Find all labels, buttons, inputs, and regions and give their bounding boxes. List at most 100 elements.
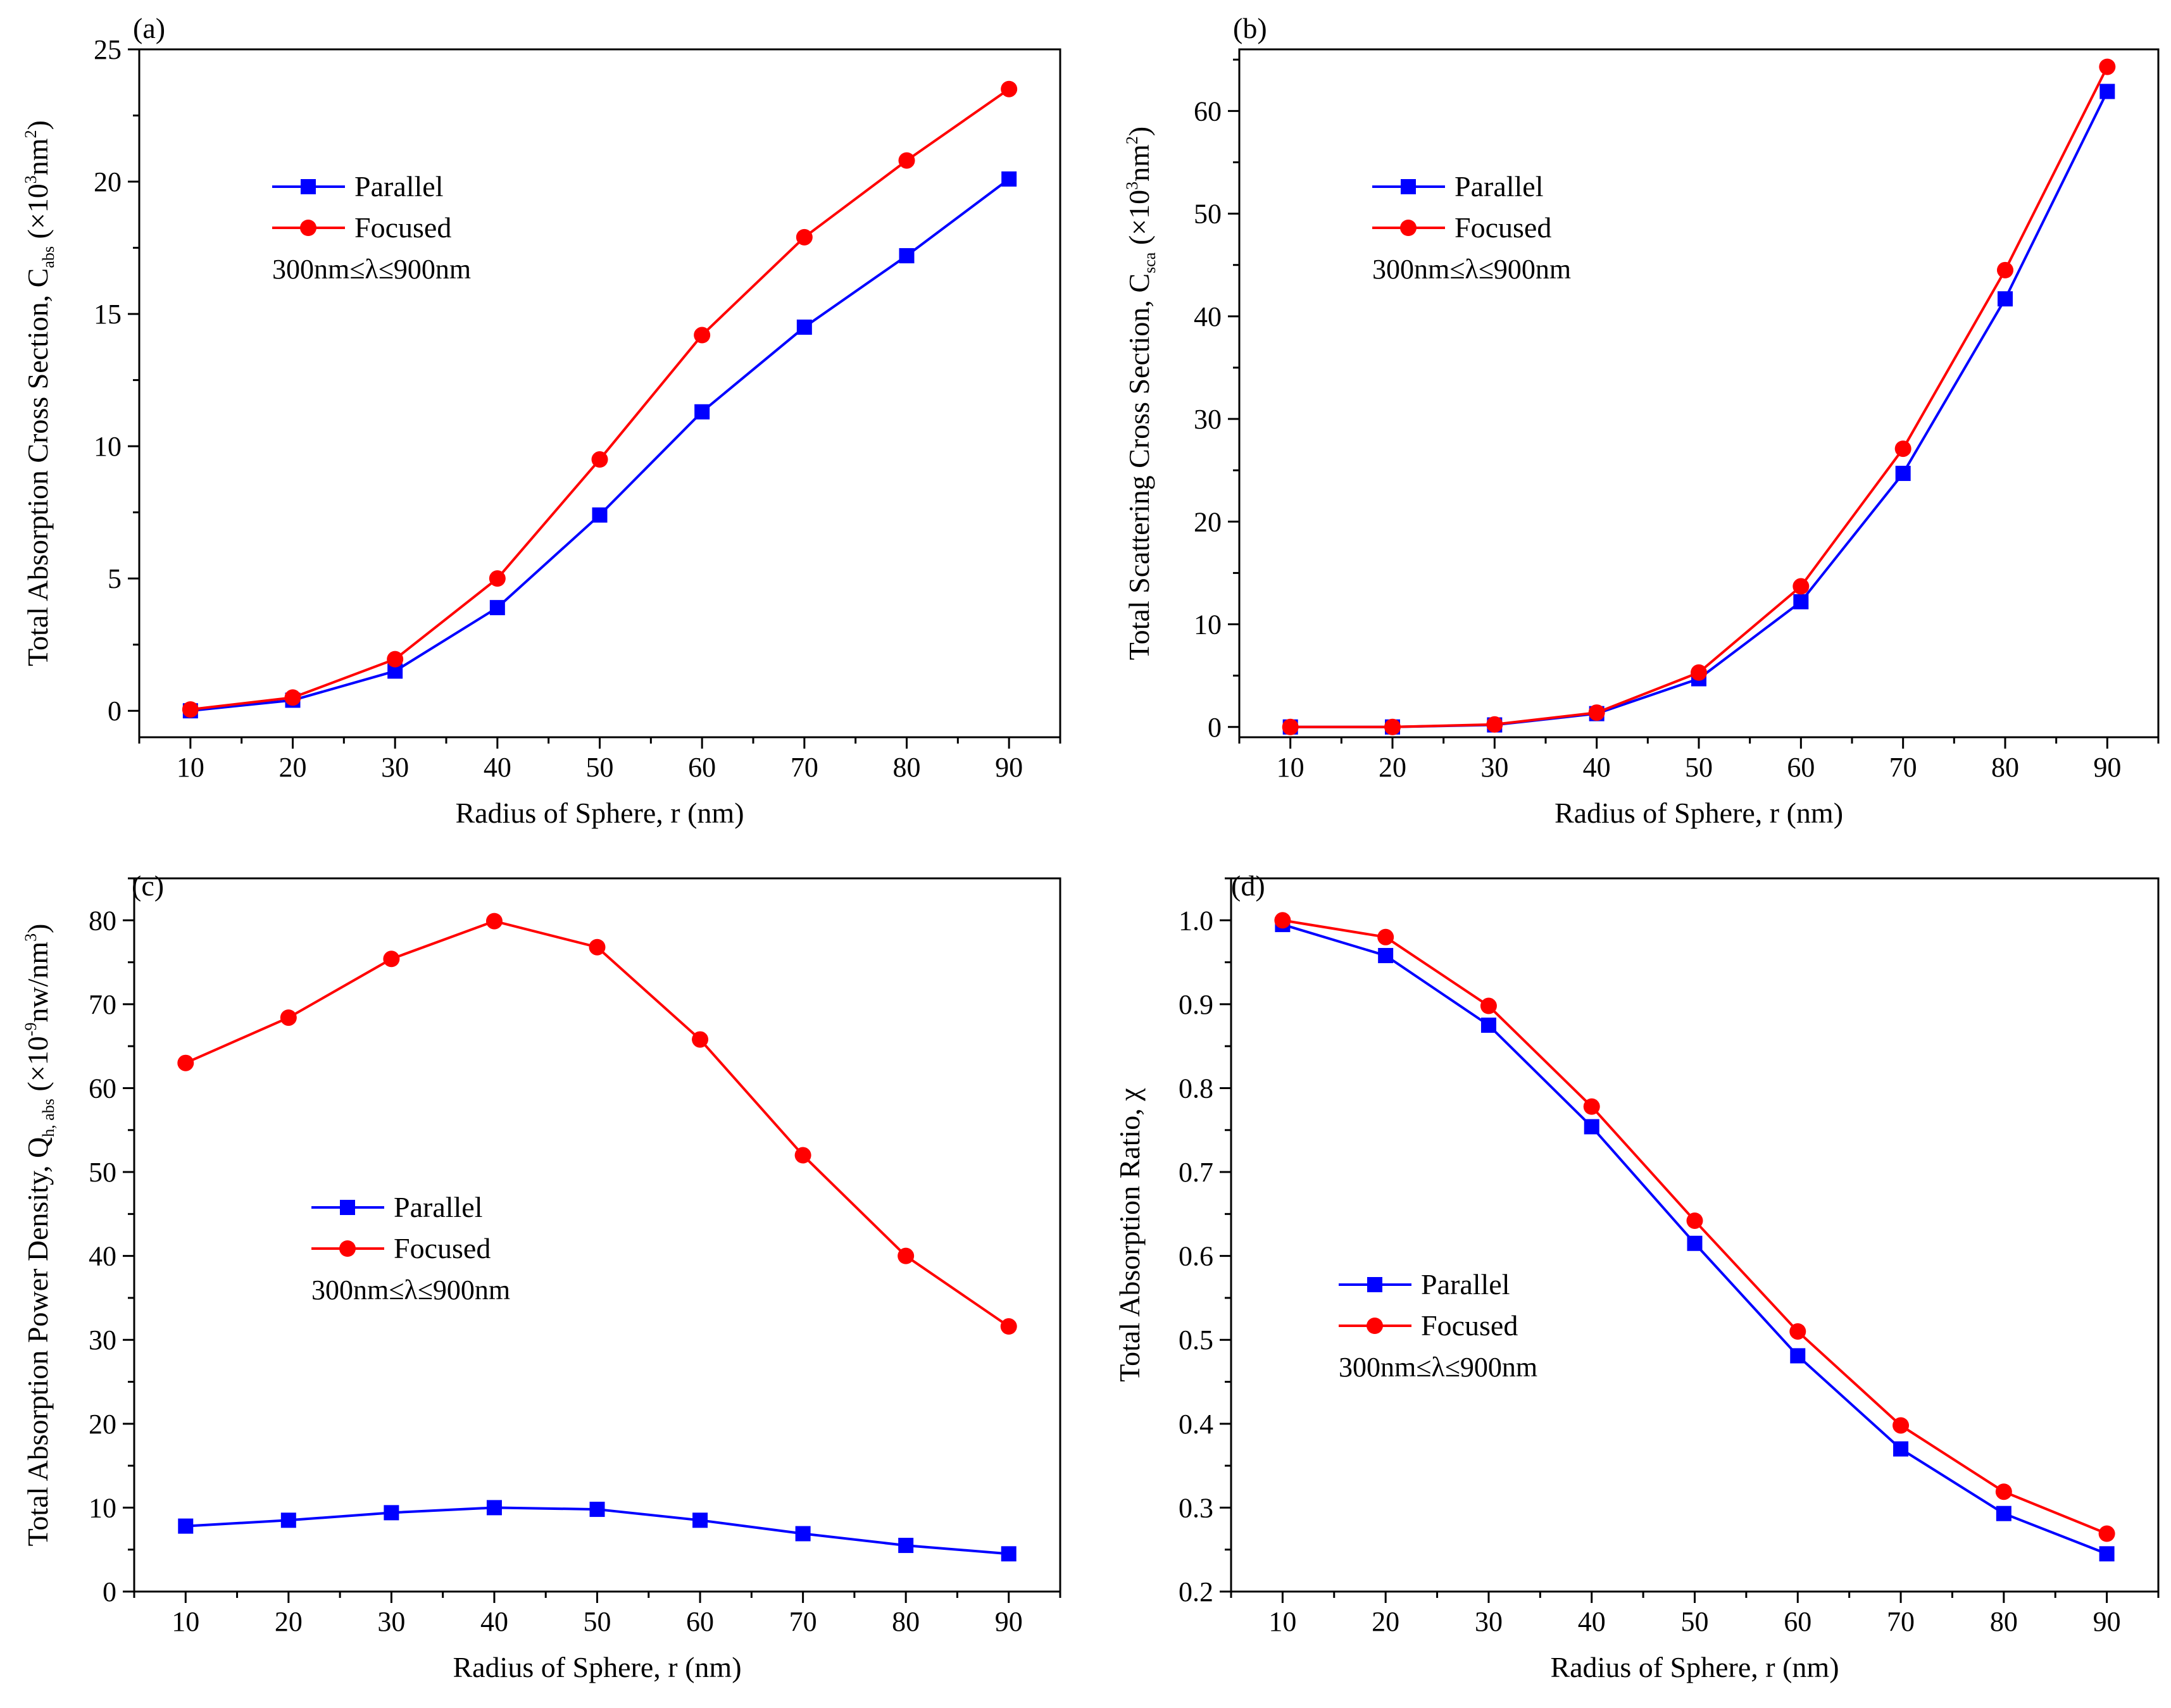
- data-point-focused: [591, 451, 608, 468]
- data-point-parallel: [692, 1512, 708, 1528]
- y-axis-label-sub: sca: [1141, 252, 1159, 273]
- data-point-parallel: [489, 600, 505, 616]
- data-point-focused: [1691, 664, 1707, 681]
- legend-label-focused: Focused: [1421, 1309, 1518, 1342]
- data-point-focused: [489, 570, 506, 587]
- y-axis-label-unit-mid: nm: [1123, 144, 1155, 182]
- x-axis-label: Radius of Sphere, r (nm): [1550, 1651, 1839, 1683]
- data-point-focused: [1480, 997, 1497, 1014]
- data-point-parallel: [280, 1512, 296, 1528]
- y-axis-label-sup2: 2: [22, 130, 40, 138]
- y-axis-label-unit-close: ): [22, 120, 54, 130]
- x-tick-label: 70: [1887, 1606, 1915, 1637]
- data-point-parallel: [898, 1538, 914, 1554]
- x-tick-label: 50: [586, 752, 614, 783]
- y-tick-label: 50: [89, 1157, 116, 1188]
- data-point-parallel: [384, 1505, 399, 1521]
- plot-frame: [1238, 48, 2160, 739]
- x-tick-label: 90: [995, 1606, 1023, 1637]
- x-tick-label: 30: [377, 1606, 405, 1637]
- legend: Parallel Focused 300nm≤λ≤900nm: [1372, 170, 1571, 285]
- legend-marker-focused: [300, 220, 316, 236]
- data-point-focused: [485, 913, 503, 930]
- y-tick-label: 0.5: [1179, 1325, 1213, 1356]
- legend-label-parallel: Parallel: [354, 170, 444, 203]
- data-point-parallel: [1378, 947, 1394, 963]
- x-tick-label: 90: [2093, 1606, 2121, 1637]
- y-tick-label: 0.3: [1179, 1492, 1213, 1523]
- data-point-focused: [794, 1147, 811, 1164]
- legend-marker-focused: [339, 1240, 356, 1257]
- data-point-parallel: [486, 1500, 502, 1516]
- x-tick-label: 40: [1583, 752, 1611, 783]
- y-tick-label: 5: [108, 563, 122, 594]
- x-axis-label: Radius of Sphere, r (nm): [453, 1651, 741, 1683]
- data-point-focused: [692, 1031, 709, 1048]
- y-axis-label-unit-mid: nw/nm: [22, 942, 54, 1023]
- x-tick-label: 60: [686, 1606, 714, 1637]
- data-point-parallel: [589, 1502, 605, 1518]
- y-axis-label: Total Absorption Cross Section, Cabs (×1…: [22, 120, 58, 666]
- data-point-parallel: [178, 1518, 194, 1534]
- wavelength-range-note: 300nm≤λ≤900nm: [311, 1275, 510, 1306]
- y-tick-label: 1.0: [1179, 905, 1213, 936]
- y-tick-label: 15: [94, 299, 122, 330]
- y-axis-label-unit-open: (×10: [22, 184, 54, 246]
- chart-panel-d: 10 20 30 40 50 60 70 80 90 0.2 0.3 0.4 0.5 0.6 0.7 0.8 0…: [1113, 870, 2160, 1683]
- y-tick-label: 20: [89, 1409, 116, 1440]
- y-axis-label-sup1: 3: [1123, 182, 1141, 190]
- legend-label-focused: Focused: [394, 1232, 491, 1264]
- y-axis-label-sub: abs: [39, 246, 58, 268]
- y-tick-label: 10: [1194, 609, 1222, 640]
- y-axis-label: Total Absorption Power Density, Qh, abs …: [22, 924, 58, 1547]
- data-point-focused: [1588, 704, 1605, 721]
- legend-label-focused: Focused: [1455, 211, 1551, 244]
- data-point-focused: [694, 327, 711, 344]
- y-axis-label-sup1: 3: [22, 175, 40, 184]
- data-point-parallel: [795, 1526, 811, 1542]
- x-tick-label: 80: [1990, 1606, 2018, 1637]
- y-tick-label: 50: [1194, 199, 1222, 230]
- y-axis-label-main: Total Absorption Ratio, χ: [1113, 1088, 1146, 1382]
- x-tick-label: 10: [177, 752, 204, 783]
- data-point-focused: [1282, 718, 1299, 735]
- data-point-parallel: [2099, 84, 2115, 99]
- y-axis-label-sup1: -9: [22, 1023, 40, 1037]
- data-point-focused: [1997, 261, 2013, 278]
- y-axis-label-unit-open: (×10: [22, 1036, 54, 1099]
- legend-marker-focused: [1367, 1318, 1383, 1334]
- x-tick-label: 70: [791, 752, 818, 783]
- plot-frame: [138, 48, 1061, 739]
- y-tick-label: 0.2: [1179, 1576, 1213, 1607]
- data-point-focused: [1995, 1483, 2012, 1500]
- data-point-focused: [1486, 716, 1503, 733]
- y-axis-label-sup2: 3: [22, 933, 40, 942]
- data-point-focused: [1894, 440, 1911, 458]
- y-tick-label: 25: [94, 34, 122, 65]
- y-tick-label: 0.9: [1179, 989, 1213, 1020]
- y-axis-label-unit-mid: nm: [22, 138, 54, 175]
- data-point-focused: [2098, 1525, 2115, 1542]
- data-point-parallel: [1996, 1505, 2011, 1521]
- y-tick-label: 40: [1194, 301, 1222, 332]
- series-line-focused: [185, 919, 1010, 1328]
- data-point-focused: [182, 701, 199, 718]
- x-axis-label: Radius of Sphere, r (nm): [1555, 797, 1843, 829]
- y-tick-label: 20: [1194, 506, 1222, 537]
- legend-label-parallel: Parallel: [1455, 170, 1544, 203]
- y-tick-label: 0.6: [1179, 1241, 1213, 1272]
- data-point-parallel: [899, 248, 915, 264]
- y-tick-label: 80: [89, 905, 116, 936]
- y-tick-label: 0.8: [1179, 1073, 1213, 1104]
- legend-marker-focused: [1400, 220, 1417, 236]
- x-tick-label: 90: [995, 752, 1023, 783]
- y-tick-label: 40: [89, 1241, 116, 1272]
- y-tick-label: 10: [94, 431, 122, 462]
- legend-marker-parallel: [1401, 179, 1416, 194]
- data-point-focused: [280, 1009, 297, 1026]
- wavelength-range-note: 300nm≤λ≤900nm: [1339, 1352, 1537, 1383]
- x-tick-label: 20: [279, 752, 307, 783]
- legend-marker-parallel: [1367, 1277, 1382, 1292]
- x-tick-label: 80: [1991, 752, 2019, 783]
- y-axis-label-unit-close: ): [1123, 127, 1155, 136]
